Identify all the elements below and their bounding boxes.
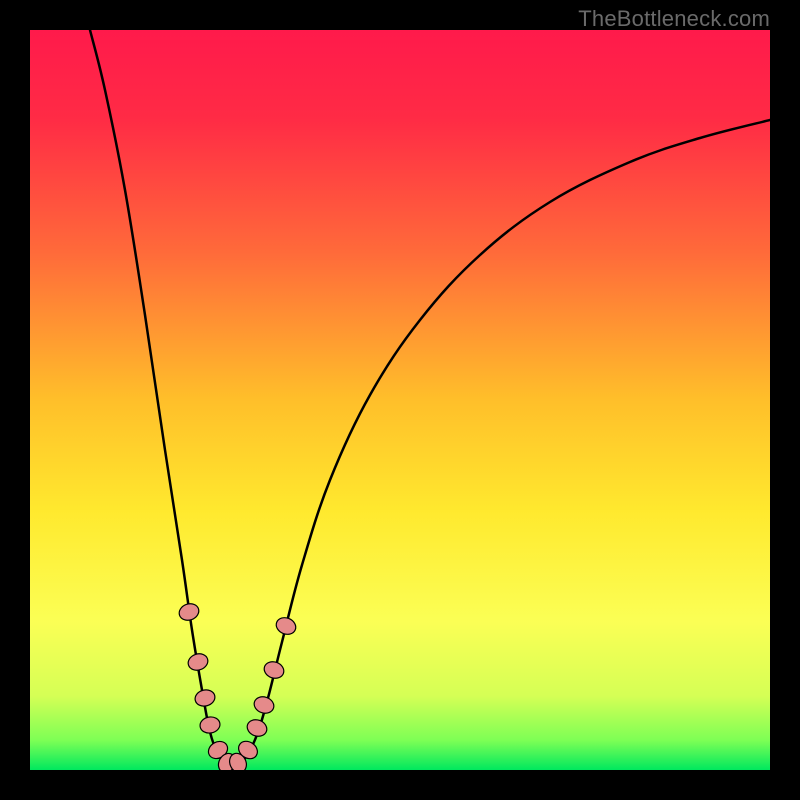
bead-marker: [193, 688, 216, 708]
plot-area: [30, 30, 770, 770]
curve-left-branch: [90, 30, 233, 766]
bead-marker: [177, 601, 201, 623]
curve-layer: [30, 30, 770, 770]
bead-marker: [186, 651, 210, 672]
beads-group: [177, 601, 298, 770]
bead-marker: [245, 717, 269, 739]
bead-marker: [262, 659, 286, 681]
watermark-text: TheBottleneck.com: [578, 6, 770, 32]
chart-frame: TheBottleneck.com: [0, 0, 800, 800]
bead-marker: [199, 715, 221, 734]
bead-marker: [274, 615, 299, 637]
curve-right-branch: [233, 120, 770, 766]
bead-marker: [252, 694, 276, 715]
